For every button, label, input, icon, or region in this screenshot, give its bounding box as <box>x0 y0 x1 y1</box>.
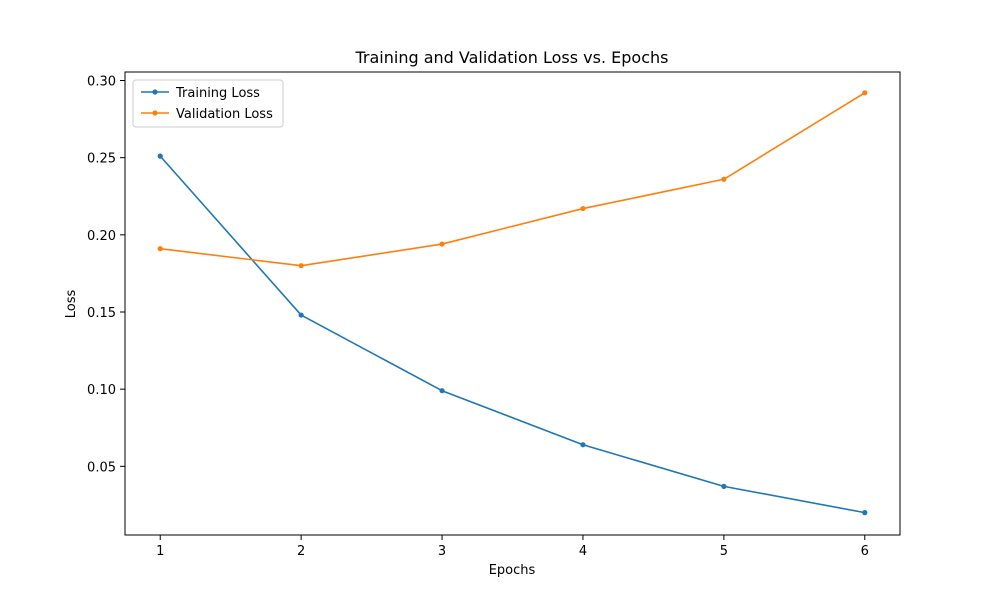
training-loss-point <box>580 442 586 448</box>
training-loss-point <box>157 153 163 159</box>
x-tick-label: 3 <box>438 544 446 559</box>
legend-item-validation-loss: Validation Loss <box>141 107 273 122</box>
y-tick-label: 0.05 <box>87 460 116 475</box>
validation-loss-point <box>439 241 445 247</box>
y-tick-label: 0.30 <box>87 74 116 89</box>
training-loss-point <box>862 510 868 516</box>
series-layer <box>157 90 868 516</box>
x-tick-label: 2 <box>297 544 305 559</box>
y-tick-label: 0.15 <box>87 306 116 321</box>
training-loss-point <box>721 483 727 489</box>
validation-loss-point <box>862 90 868 96</box>
x-tick-label: 4 <box>579 544 587 559</box>
axis-ticks: 1 2 3 4 5 6 0.05 0.10 0.15 0.20 0.25 0.30 <box>87 74 869 559</box>
validation-loss-series <box>157 90 868 269</box>
training-loss-point <box>439 388 445 394</box>
chart-title: Training and Validation Loss vs. Epochs <box>355 48 669 67</box>
training-loss-point <box>298 312 304 318</box>
validation-loss-point <box>721 176 727 182</box>
legend-box <box>132 79 284 128</box>
validation-loss-point <box>298 263 304 269</box>
y-tick-label: 0.25 <box>87 152 116 167</box>
y-tick-label: 0.10 <box>87 383 116 398</box>
legend-marker <box>152 110 158 116</box>
validation-loss-line <box>160 92 866 267</box>
training-loss-line <box>159 155 865 514</box>
x-axis-label: Epochs <box>489 563 536 578</box>
training-loss-series <box>157 153 868 516</box>
legend-item-training-loss: Training Loss <box>141 86 260 101</box>
legend-label: Training Loss <box>175 86 260 101</box>
y-axis-label: Loss <box>64 290 79 319</box>
x-tick-label: 5 <box>720 544 728 559</box>
legend-label: Validation Loss <box>176 107 273 122</box>
legend: Training Loss Validation Loss <box>132 79 284 128</box>
validation-loss-point <box>580 205 586 212</box>
validation-loss-point <box>157 246 163 252</box>
x-tick-label: 1 <box>156 544 164 559</box>
legend-marker <box>152 89 158 95</box>
y-tick-label: 0.20 <box>87 229 116 244</box>
plot-frame <box>124 71 901 536</box>
x-tick-label: 6 <box>861 544 869 559</box>
